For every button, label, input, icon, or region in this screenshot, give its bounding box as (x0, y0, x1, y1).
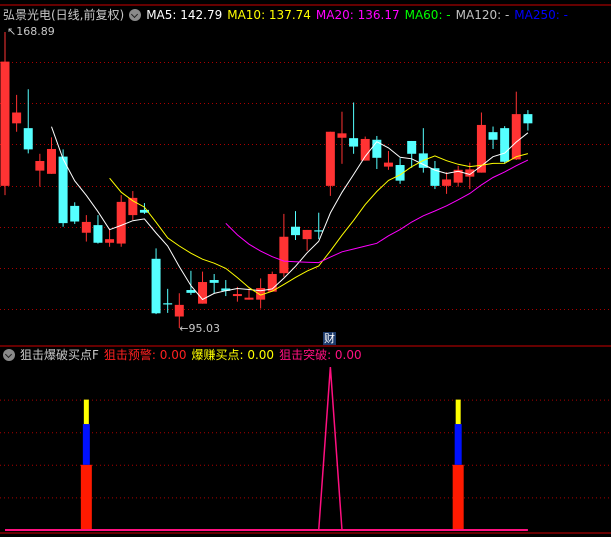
buy-bar (454, 424, 462, 465)
candle-down (349, 138, 359, 147)
candle-up (256, 288, 266, 300)
ma10-value: MA10: 137.74 (227, 8, 311, 22)
candle-down (221, 288, 231, 291)
ma250-value: MA250: - (514, 8, 568, 22)
candle-up (105, 239, 115, 243)
breakout-spike (317, 366, 343, 531)
candle-up (453, 169, 463, 183)
candle-up (279, 236, 289, 274)
ma120-value: MA120: - (455, 8, 510, 22)
candle-down (372, 139, 382, 158)
low-price-label: ←95.03 (179, 322, 220, 335)
candle-up (0, 61, 10, 186)
indicator-name: 狙击爆破买点F (20, 348, 99, 362)
candle-down (523, 114, 533, 124)
candle-up (232, 294, 242, 297)
signal-top-bar (83, 399, 89, 425)
candle-down (163, 303, 173, 305)
candle-down (186, 290, 196, 293)
candle-up (511, 114, 521, 160)
warning-bar (452, 464, 464, 530)
candle-up (465, 169, 475, 177)
high-price-label: ↖168.89 (7, 25, 55, 38)
candle-up (337, 133, 347, 138)
ma10-line (109, 153, 529, 296)
candle-down (314, 230, 324, 232)
candle-up (116, 201, 126, 244)
candle-up (174, 304, 184, 317)
indicator-breakout-value: 狙击突破: 0.00 (279, 348, 362, 362)
candle-up (325, 131, 335, 186)
ma5-line (51, 126, 529, 301)
candle-up (12, 112, 22, 124)
ma5-value: MA5: 142.79 (146, 8, 223, 22)
candle-down (23, 128, 33, 150)
candle-down (395, 165, 405, 181)
ma60-value: MA60: - (404, 8, 451, 22)
candle-up (128, 197, 138, 216)
candle-up (244, 297, 254, 300)
stock-title: 弘景光电(日线,前复权) (3, 8, 125, 22)
finance-badge[interactable]: 财 (323, 332, 336, 345)
buy-bar (82, 424, 90, 465)
candle-down (70, 205, 80, 222)
candle-up (81, 221, 91, 233)
candle-down (291, 226, 300, 236)
candle-up (476, 124, 486, 173)
candle-down (93, 225, 103, 243)
candle-down (488, 132, 498, 140)
candle-up (302, 229, 312, 240)
candle-up (35, 161, 45, 171)
price-header: 弘景光电(日线,前复权) MA5: 142.79 MA10: 137.74 MA… (3, 7, 573, 23)
candle-down (209, 280, 219, 283)
candle-down (151, 258, 161, 314)
signal-top-bar (455, 399, 461, 425)
indicator-buy-value: 爆赚买点: 0.00 (191, 348, 275, 362)
ma20-value: MA20: 136.17 (315, 8, 400, 22)
indicator-header: 狙击爆破买点F 狙击预警: 0.00 爆赚买点: 0.00 狙击突破: 0.00 (3, 347, 367, 363)
chevron-down-icon[interactable] (129, 9, 142, 21)
candle-down (407, 140, 417, 154)
candle-up (442, 179, 452, 186)
ma20-line (225, 159, 529, 264)
candle-down (500, 128, 510, 162)
indicator-warning-value: 狙击预警: 0.00 (103, 348, 187, 362)
candle-down (58, 156, 68, 224)
candle-down (139, 209, 149, 213)
candle-up (267, 274, 277, 292)
candle-up (46, 148, 56, 174)
warning-bar (80, 464, 92, 530)
candle-down (430, 168, 440, 186)
candle-up (360, 138, 370, 161)
candle-up (198, 282, 208, 304)
chevron-down-icon[interactable] (3, 349, 15, 361)
candle-up (383, 162, 393, 167)
